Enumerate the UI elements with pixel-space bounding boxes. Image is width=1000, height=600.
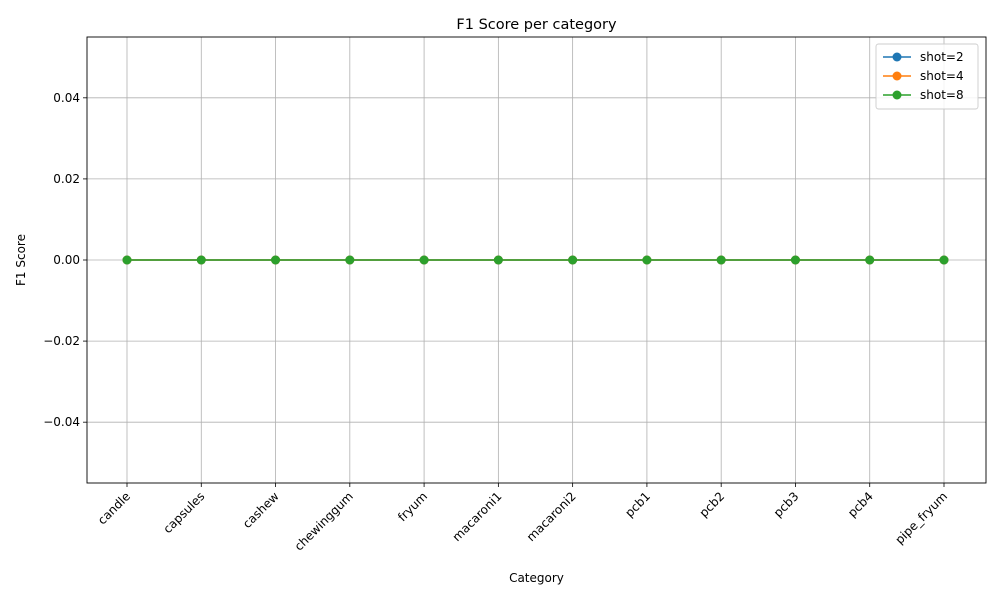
x-tick-label: fryum — [395, 489, 430, 524]
x-axis-title: Category — [509, 571, 564, 585]
legend-label: shot=2 — [920, 50, 964, 64]
x-tick-label: pcb1 — [622, 489, 653, 520]
series-layer — [122, 255, 949, 265]
x-tick-label: macaroni1 — [450, 489, 505, 544]
legend-item: shot=2 — [883, 50, 964, 64]
data-point — [493, 255, 503, 265]
data-point — [345, 255, 355, 265]
chart-title: F1 Score per category — [456, 17, 617, 33]
legend: shot=2 shot=4 shot=8 — [875, 43, 979, 110]
legend-box — [875, 43, 979, 110]
legend-item: shot=8 — [883, 88, 964, 102]
legend-label: shot=4 — [920, 69, 964, 83]
x-tick-label: pcb2 — [697, 489, 728, 520]
x-tick-label: cashew — [240, 489, 282, 531]
legend-marker — [892, 52, 902, 62]
series-shot-8 — [122, 255, 949, 265]
data-point — [196, 255, 206, 265]
data-point — [419, 255, 429, 265]
data-point — [568, 255, 578, 265]
data-point — [271, 255, 281, 265]
y-axis: −0.04 −0.02 0.00 0.02 0.04 — [43, 91, 87, 429]
data-point — [716, 255, 726, 265]
x-tick-label: candle — [95, 489, 133, 527]
y-tick-label: 0.02 — [53, 172, 80, 186]
legend-item: shot=4 — [883, 69, 964, 83]
y-tick-label: −0.02 — [43, 334, 80, 348]
x-tick-label: pipe_fryum — [892, 489, 950, 547]
y-tick-label: 0.04 — [53, 91, 80, 105]
y-tick-label: 0.00 — [53, 253, 80, 267]
x-tick-label: chewinggum — [292, 489, 356, 553]
x-tick-label: macaroni2 — [524, 489, 579, 544]
y-tick-label: −0.04 — [43, 415, 80, 429]
data-point — [865, 255, 875, 265]
legend-marker — [892, 90, 902, 100]
legend-label: shot=8 — [920, 88, 964, 102]
data-point — [642, 255, 652, 265]
x-tick-label: pcb4 — [845, 489, 876, 520]
data-point — [790, 255, 800, 265]
data-point — [122, 255, 132, 265]
x-tick-label: pcb3 — [771, 489, 802, 520]
y-axis-title: F1 Score — [14, 234, 28, 286]
data-point — [939, 255, 949, 265]
legend-marker — [892, 71, 902, 81]
x-axis: candle capsules cashew chewinggum fryum macar… — [95, 483, 950, 553]
x-tick-label: capsules — [160, 489, 207, 536]
